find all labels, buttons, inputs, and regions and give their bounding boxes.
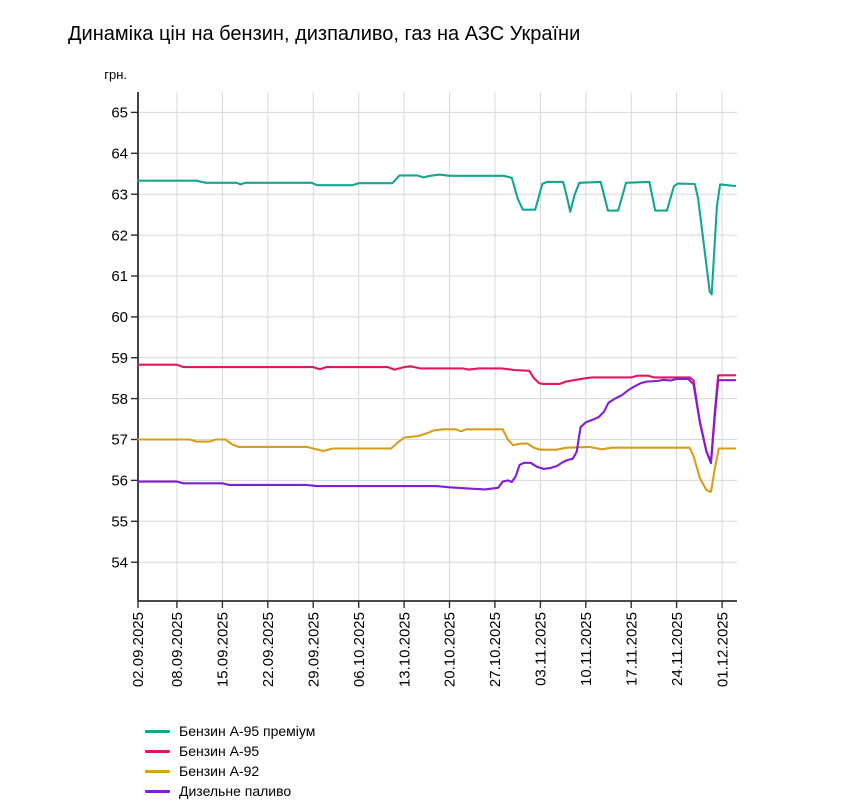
x-tick-label: 13.10.2025 bbox=[396, 612, 413, 687]
chart-title: Динаміка цін на бензин, дизпаливо, газ н… bbox=[68, 23, 581, 45]
x-tick-label: 22.09.2025 bbox=[260, 612, 277, 687]
y-tick-label: 56 bbox=[111, 473, 128, 490]
y-tick-label: 59 bbox=[111, 350, 128, 367]
legend-item-a95: Бензин А-95 bbox=[145, 741, 315, 761]
chart-legend: Бензин А-95 преміум Бензин А-95 Бензин А… bbox=[145, 721, 315, 801]
legend-item-a95-premium: Бензин А-95 преміум bbox=[145, 721, 315, 741]
y-tick-label: 58 bbox=[111, 391, 128, 408]
y-tick-label: 55 bbox=[111, 514, 128, 531]
legend-swatch-a92 bbox=[145, 769, 170, 773]
x-tick-label: 20.10.2025 bbox=[442, 612, 459, 687]
y-tick-label: 57 bbox=[111, 432, 128, 449]
legend-item-a92: Бензин А-92 bbox=[145, 761, 315, 781]
x-tick-label: 06.10.2025 bbox=[351, 612, 368, 687]
x-tick-label: 03.11.2025 bbox=[533, 612, 550, 686]
x-tick-label: 29.09.2025 bbox=[305, 612, 322, 687]
x-tick-label: 02.09.2025 bbox=[130, 612, 147, 687]
legend-item-diesel: Дизельне паливо bbox=[145, 781, 315, 801]
x-tick-label: 17.11.2025 bbox=[623, 612, 640, 686]
y-tick-label: 61 bbox=[111, 268, 128, 285]
x-tick-label: 15.09.2025 bbox=[215, 612, 232, 687]
y-tick-label: 65 bbox=[111, 105, 128, 122]
legend-swatch-a95-premium bbox=[145, 729, 170, 733]
legend-label-a95-premium: Бензин А-95 преміум bbox=[179, 723, 316, 739]
y-axis-unit-label: грн. bbox=[104, 67, 127, 82]
y-tick-label: 64 bbox=[111, 146, 128, 163]
y-tick-label: 60 bbox=[111, 309, 128, 326]
x-tick-label: 08.09.2025 bbox=[169, 612, 186, 687]
series-line-бензин-а-95 bbox=[136, 363, 737, 463]
x-tick-label: 10.11.2025 bbox=[578, 612, 595, 686]
series-line-бензин-а-95-преміум bbox=[136, 173, 737, 296]
legend-label-a95: Бензин А-95 bbox=[179, 743, 260, 759]
x-tick-label: 01.12.2025 bbox=[714, 612, 731, 687]
series-line-дизельне-паливо bbox=[136, 377, 737, 491]
x-tick-label: 27.10.2025 bbox=[487, 612, 504, 687]
legend-swatch-diesel bbox=[145, 789, 170, 793]
y-tick-label: 63 bbox=[111, 186, 128, 203]
legend-label-diesel: Дизельне паливо bbox=[179, 783, 292, 799]
y-tick-label: 54 bbox=[111, 554, 128, 571]
x-tick-label: 24.11.2025 bbox=[669, 612, 686, 686]
legend-label-a92: Бензин А-92 bbox=[179, 763, 260, 779]
legend-swatch-a95 bbox=[145, 749, 170, 753]
y-tick-label: 62 bbox=[111, 227, 128, 244]
series-line-бензин-а-92 bbox=[136, 428, 737, 493]
